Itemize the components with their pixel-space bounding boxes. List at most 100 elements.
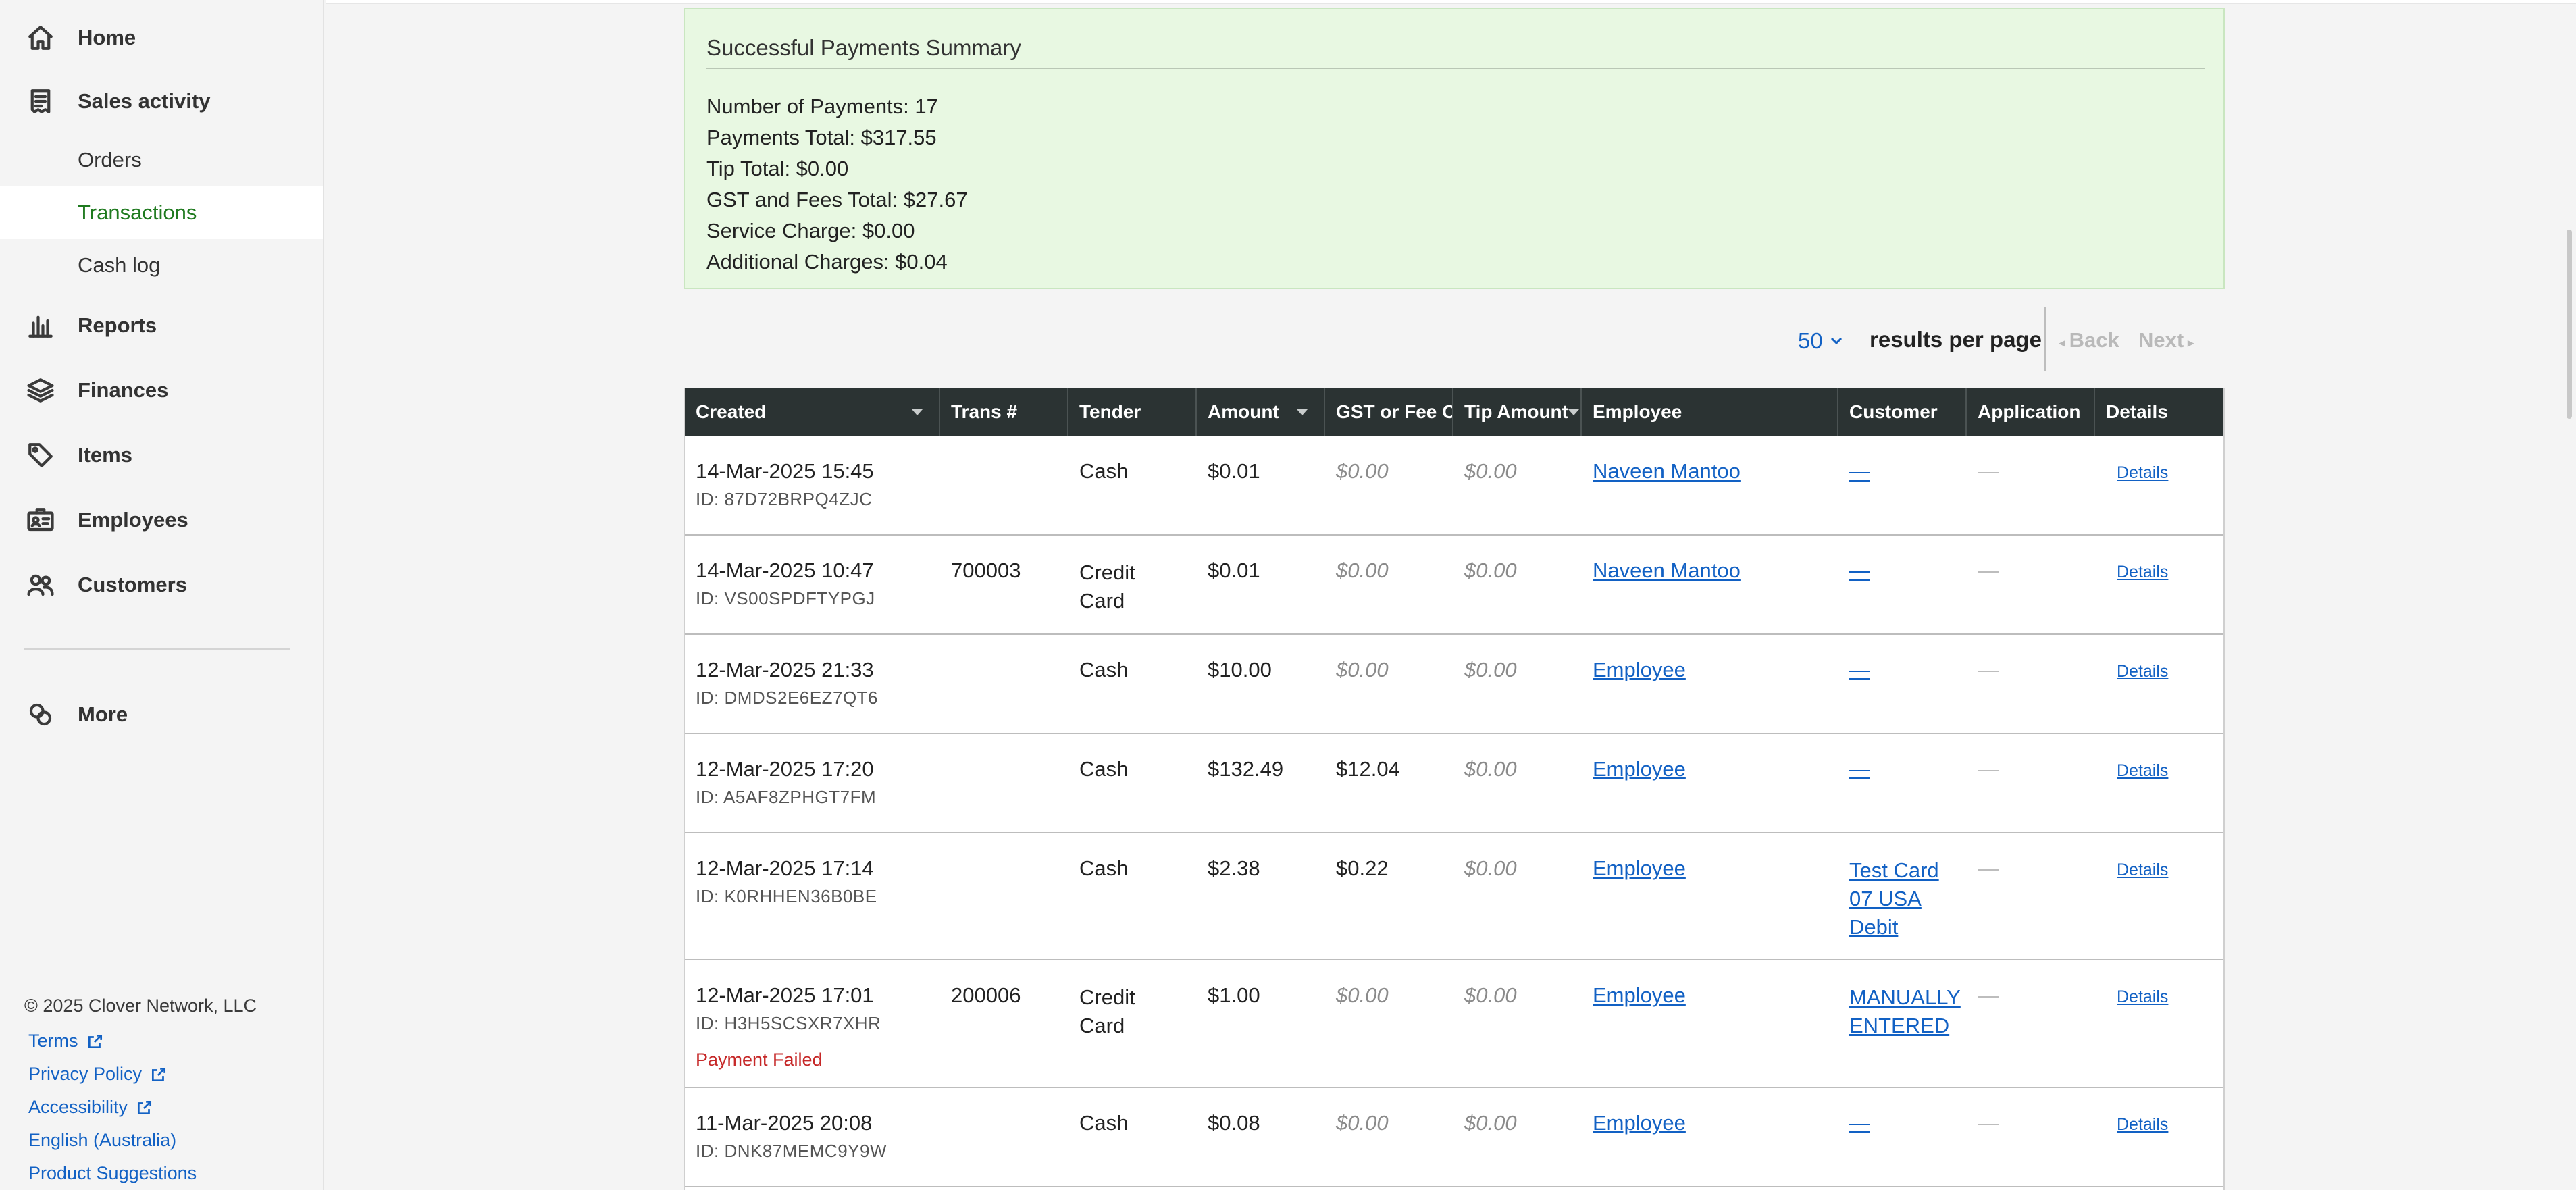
table-row[interactable]: 12-Mar-2025 17:20 ID: A5AF8ZPHGT7FM Cash… [685, 734, 2223, 833]
language-link[interactable]: English (Australia) [28, 1130, 176, 1151]
column-header-amount[interactable]: Amount [1197, 388, 1325, 436]
column-header-gst[interactable]: GST or Fee Co [1325, 388, 1453, 436]
column-header-trans[interactable]: Trans # [940, 388, 1068, 436]
table-row[interactable]: 12-Mar-2025 17:01 ID: H3H5SCSXR7XHR Paym… [685, 960, 2223, 1088]
amount-cell: $10.00 [1208, 658, 1272, 681]
sidebar-item-reports[interactable]: Reports [0, 304, 323, 347]
terms-link[interactable]: Terms [28, 1031, 104, 1052]
column-header-tip-amount[interactable]: Tip Amount [1453, 388, 1582, 436]
employee-link[interactable]: Employee [1593, 856, 1686, 880]
tender-cell: Credit Card [1079, 561, 1135, 613]
table-header: Created Trans # Tender Amount GST or Fee… [685, 388, 2223, 436]
column-header-customer[interactable]: Customer [1838, 388, 1967, 436]
id-card-icon [24, 504, 57, 536]
gst-cell: $0.00 [1336, 983, 1389, 1007]
gst-cell: $0.00 [1336, 559, 1389, 582]
details-link[interactable]: Details [2117, 987, 2169, 1006]
column-header-tender[interactable]: Tender [1068, 388, 1197, 436]
sidebar-item-more[interactable]: More [0, 693, 323, 736]
back-button[interactable]: ◂ Back [2059, 328, 2119, 353]
table-row[interactable]: 12-Mar-2025 21:33 ID: DMDS2E6EZ7QT6 Cash… [685, 635, 2223, 734]
details-link[interactable]: Details [2117, 761, 2169, 780]
table-row[interactable]: 12-Mar-2025 17:14 ID: K0RHHEN36B0BE Cash… [685, 833, 2223, 960]
details-link[interactable]: Details [2117, 860, 2169, 879]
sidebar-item-items[interactable]: Items [0, 434, 323, 477]
details-link[interactable]: Details [2117, 463, 2169, 482]
sidebar-item-finances[interactable]: Finances [0, 369, 323, 412]
details-link[interactable]: Details [2117, 662, 2169, 681]
next-button[interactable]: Next ▸ [2138, 328, 2194, 353]
sidebar-subitem-transactions[interactable]: Transactions [0, 186, 323, 239]
amount-cell: $2.38 [1208, 856, 1260, 880]
employee-link[interactable]: Employee [1593, 757, 1686, 781]
sidebar-item-customers[interactable]: Customers [0, 563, 323, 606]
details-link[interactable]: Details [2117, 1115, 2169, 1134]
payment-id: ID: DNK87MEMC9Y9W [696, 1141, 887, 1161]
employee-link[interactable]: Naveen Mantoo [1593, 459, 1741, 483]
created-cell: 11-Mar-2025 20:08 [696, 1111, 873, 1135]
column-header-label: Amount [1208, 401, 1279, 422]
created-cell: 12-Mar-2025 17:01 [696, 983, 874, 1007]
accessibility-link[interactable]: Accessibility [28, 1097, 153, 1118]
sidebar-item-label: Employees [78, 508, 188, 532]
pager-divider [2044, 307, 2046, 371]
customer-link[interactable]: — [1849, 658, 1870, 681]
application-cell: — [1978, 983, 1999, 1007]
per-page-select[interactable]: 50 [1798, 328, 1845, 354]
page-scrollbar[interactable] [2567, 230, 2572, 419]
external-link-icon [88, 1034, 102, 1048]
customer-link[interactable]: — [1849, 459, 1870, 483]
language-link-label: English (Australia) [28, 1130, 177, 1150]
product-suggestions-link[interactable]: Product Suggestions [28, 1163, 197, 1184]
customer-link[interactable]: Test Card 07 USA Debit [1849, 858, 1939, 939]
column-header-created[interactable]: Created [685, 388, 940, 436]
summary-gst-fees-total: GST and Fees Total: $27.67 [706, 188, 968, 211]
summary-divider [706, 68, 2205, 69]
payment-id: ID: A5AF8ZPHGT7FM [696, 787, 877, 807]
tender-cell: Cash [1079, 1111, 1129, 1135]
payment-id: ID: DMDS2E6EZ7QT6 [696, 688, 879, 708]
customer-link[interactable]: MANUALLY ENTERED [1849, 985, 1961, 1037]
sidebar-item-label: Items [78, 443, 132, 467]
accessibility-link-label: Accessibility [28, 1097, 128, 1117]
privacy-policy-link[interactable]: Privacy Policy [28, 1064, 168, 1085]
column-header-application[interactable]: Application [1967, 388, 2095, 436]
amount-cell: $132.49 [1208, 757, 1284, 781]
sidebar-item-sales-activity[interactable]: Sales activity [0, 80, 323, 123]
column-header-label: Application [1978, 401, 2081, 422]
employee-link[interactable]: Employee [1593, 658, 1686, 681]
sidebar-subitem-orders[interactable]: Orders [0, 134, 323, 186]
payment-id: ID: VS00SPDFTYPGJ [696, 588, 875, 609]
sidebar-subitem-cash-log[interactable]: Cash log [0, 239, 323, 292]
sidebar-item-label: Reports [78, 313, 157, 337]
application-cell: — [1978, 658, 1999, 681]
details-link[interactable]: Details [2117, 563, 2169, 581]
employee-link[interactable]: Employee [1593, 1111, 1686, 1135]
table-row[interactable]: 11-Mar-2025 20:08 ID: DNK87MEMC9Y9W Cash… [685, 1088, 2223, 1187]
customer-link[interactable]: — [1849, 757, 1870, 781]
column-header-employee[interactable]: Employee [1582, 388, 1838, 436]
tag-icon [24, 439, 57, 471]
trans-cell: 200006 [951, 983, 1021, 1007]
table-row[interactable]: 14-Mar-2025 10:47 ID: VS00SPDFTYPGJ 7000… [685, 536, 2223, 635]
amount-cell: $1.00 [1208, 983, 1260, 1007]
column-header-label: Trans # [951, 401, 1018, 422]
table-row[interactable]: 14-Mar-2025 15:45 ID: 87D72BRPQ4ZJC Cash… [685, 436, 2223, 536]
bar-chart-icon [24, 309, 57, 342]
customer-link[interactable]: — [1849, 1111, 1870, 1135]
sidebar-item-label: Home [78, 26, 136, 49]
column-header-label: Tender [1079, 401, 1141, 422]
sidebar-item-home[interactable]: Home [0, 16, 323, 59]
employee-link[interactable]: Naveen Mantoo [1593, 559, 1741, 582]
column-header-details: Details [2095, 388, 2223, 436]
sidebar-subitem-label: Transactions [78, 201, 197, 224]
payment-id: ID: K0RHHEN36B0BE [696, 886, 877, 906]
top-border [326, 0, 2576, 4]
customer-link[interactable]: — [1849, 559, 1870, 582]
amount-cell: $0.01 [1208, 559, 1260, 582]
tip-cell: $0.00 [1464, 559, 1517, 582]
employee-link[interactable]: Employee [1593, 983, 1686, 1007]
sidebar-item-label: Finances [78, 378, 169, 402]
chevron-left-icon: ◂ [2059, 336, 2069, 351]
sidebar-item-employees[interactable]: Employees [0, 498, 323, 542]
